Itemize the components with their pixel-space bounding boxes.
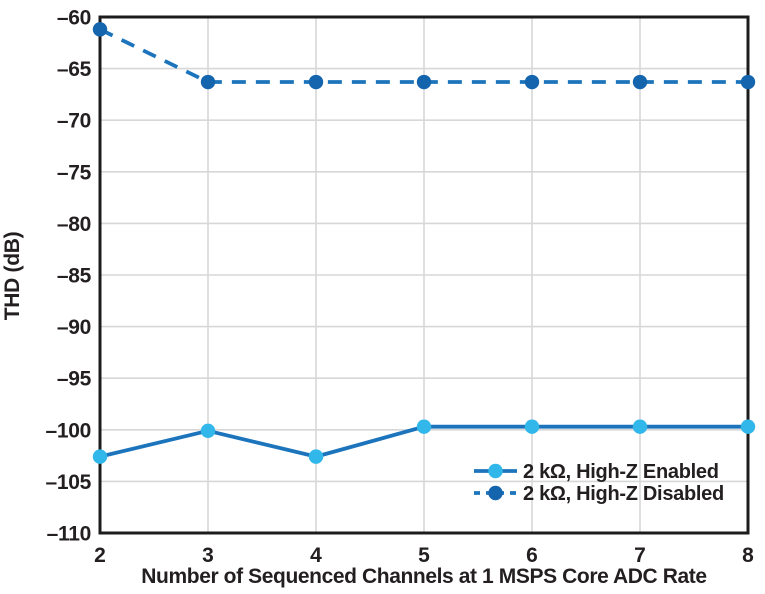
data-point-2-k-high-z-disabled bbox=[200, 74, 216, 90]
y-tick-label: –100 bbox=[45, 419, 91, 442]
data-point-2-k-high-z-enabled bbox=[632, 419, 648, 434]
y-tick-label: –95 bbox=[57, 368, 92, 391]
y-tick-label: –75 bbox=[57, 161, 92, 184]
x-tick-label: 7 bbox=[634, 544, 646, 567]
plot-border bbox=[98, 15, 750, 535]
data-point-2-k-high-z-disabled bbox=[524, 74, 540, 90]
data-point-2-k-high-z-disabled bbox=[92, 22, 108, 37]
data-point-2-k-high-z-enabled bbox=[92, 449, 108, 464]
x-tick-label: 6 bbox=[526, 544, 538, 567]
data-point-2-k-high-z-enabled bbox=[524, 419, 540, 434]
x-tick-label: 2 bbox=[94, 544, 106, 567]
x-tick-label: 4 bbox=[310, 544, 322, 567]
x-tick-label: 3 bbox=[202, 544, 214, 567]
legend-label-2-k-high-z-disabled: 2 kΩ, High-Z Disabled bbox=[523, 483, 724, 505]
data-point-2-k-high-z-disabled bbox=[740, 74, 756, 90]
y-tick-label: –80 bbox=[57, 213, 91, 236]
data-point-2-k-high-z-enabled bbox=[740, 419, 756, 434]
y-tick-label: –105 bbox=[45, 471, 91, 494]
legend-swatch-marker-2-k-high-z-disabled bbox=[488, 485, 503, 501]
data-point-2-k-high-z-disabled bbox=[308, 74, 324, 90]
legend-label-2-k-high-z-enabled: 2 kΩ, High-Z Enabled bbox=[523, 461, 719, 483]
x-tick-label: 8 bbox=[742, 544, 754, 567]
legend-swatch-marker-2-k-high-z-enabled bbox=[488, 463, 503, 479]
data-point-2-k-high-z-enabled bbox=[200, 423, 216, 439]
x-tick-label: 5 bbox=[418, 544, 430, 567]
y-tick-label: –70 bbox=[57, 110, 91, 133]
y-tick-label: –60 bbox=[57, 7, 91, 30]
y-tick-label: –65 bbox=[57, 58, 92, 81]
y-tick-label: –90 bbox=[57, 316, 91, 339]
y-tick-label: –85 bbox=[57, 265, 92, 288]
data-point-2-k-high-z-disabled bbox=[632, 74, 648, 90]
y-tick-label: –110 bbox=[47, 523, 91, 546]
data-point-2-k-high-z-enabled bbox=[416, 419, 432, 434]
data-point-2-k-high-z-enabled bbox=[308, 449, 324, 464]
data-point-2-k-high-z-disabled bbox=[416, 74, 432, 90]
x-axis-title: Number of Sequenced Channels at 1 MSPS C… bbox=[141, 565, 707, 588]
